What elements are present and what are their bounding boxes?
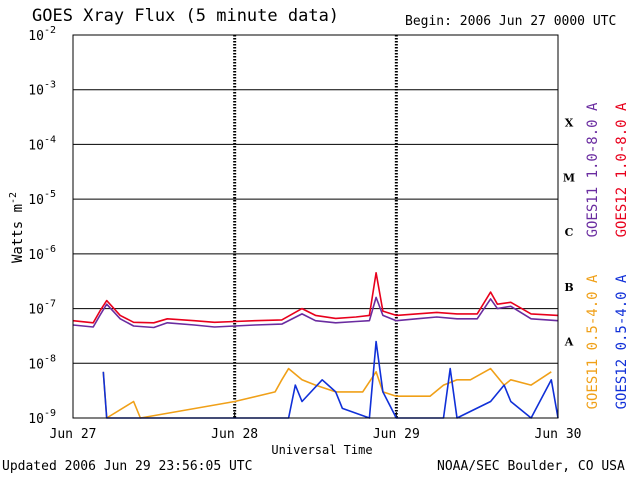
series-line — [72, 271, 559, 324]
series-line — [102, 340, 559, 419]
flare-class-label: X — [565, 117, 574, 130]
legend-entry: GOES11 0.5-4.0 A — [585, 274, 601, 409]
flare-class-label: M — [563, 171, 575, 184]
x-tick-label: Jun 30 — [535, 427, 582, 442]
updated-time: Updated 2006 Jun 29 23:56:05 UTC — [2, 459, 253, 474]
chart-title: GOES Xray Flux (5 minute data) — [32, 6, 340, 26]
begin-time: Begin: 2006 Jun 27 0000 UTC — [405, 14, 617, 29]
x-tick-labels: Jun 27 Jun 28 Jun 29 Jun 30 — [50, 427, 582, 442]
x-axis-label: Universal Time — [271, 443, 372, 457]
y-tick-label: 10-3 — [28, 80, 56, 99]
credit: NOAA/SEC Boulder, CO USA — [437, 459, 625, 474]
x-tick-label: Jun 29 — [373, 427, 420, 442]
y-tick-label: 10-5 — [28, 189, 56, 208]
chart-series — [72, 271, 559, 419]
y-tick-label: 10-6 — [28, 244, 56, 263]
legend-entry: GOES12 0.5-4.0 A — [614, 274, 630, 409]
y-axis-label: Watts m-2 — [8, 192, 26, 263]
legend: GOES11 1.0-8.0 A GOES12 1.0-8.0 A GOES11 0… — [585, 102, 630, 409]
plot-frame — [72, 34, 559, 419]
x-tick-label: Jun 27 — [50, 427, 97, 442]
flare-class-label: A — [564, 336, 574, 349]
y-tick-label: 10-9 — [28, 408, 56, 427]
flare-class-labels: X M C B A — [563, 117, 575, 349]
y-tick-label: 10-2 — [28, 25, 56, 44]
y-tick-label: 10-7 — [28, 299, 56, 318]
legend-entry: GOES11 1.0-8.0 A — [585, 102, 601, 237]
y-tick-labels: 10-2 10-3 10-4 10-5 10-6 10-7 10-8 10-9 — [28, 25, 56, 427]
chart-grid — [72, 34, 559, 419]
series-line — [72, 296, 559, 329]
x-tick-label: Jun 28 — [211, 427, 258, 442]
series-line — [102, 367, 552, 419]
y-tick-label: 10-8 — [28, 353, 56, 372]
flare-class-label: C — [565, 226, 574, 239]
y-tick-label: 10-4 — [28, 134, 56, 153]
flare-class-label: B — [564, 281, 573, 294]
legend-entry: GOES12 1.0-8.0 A — [614, 102, 630, 237]
